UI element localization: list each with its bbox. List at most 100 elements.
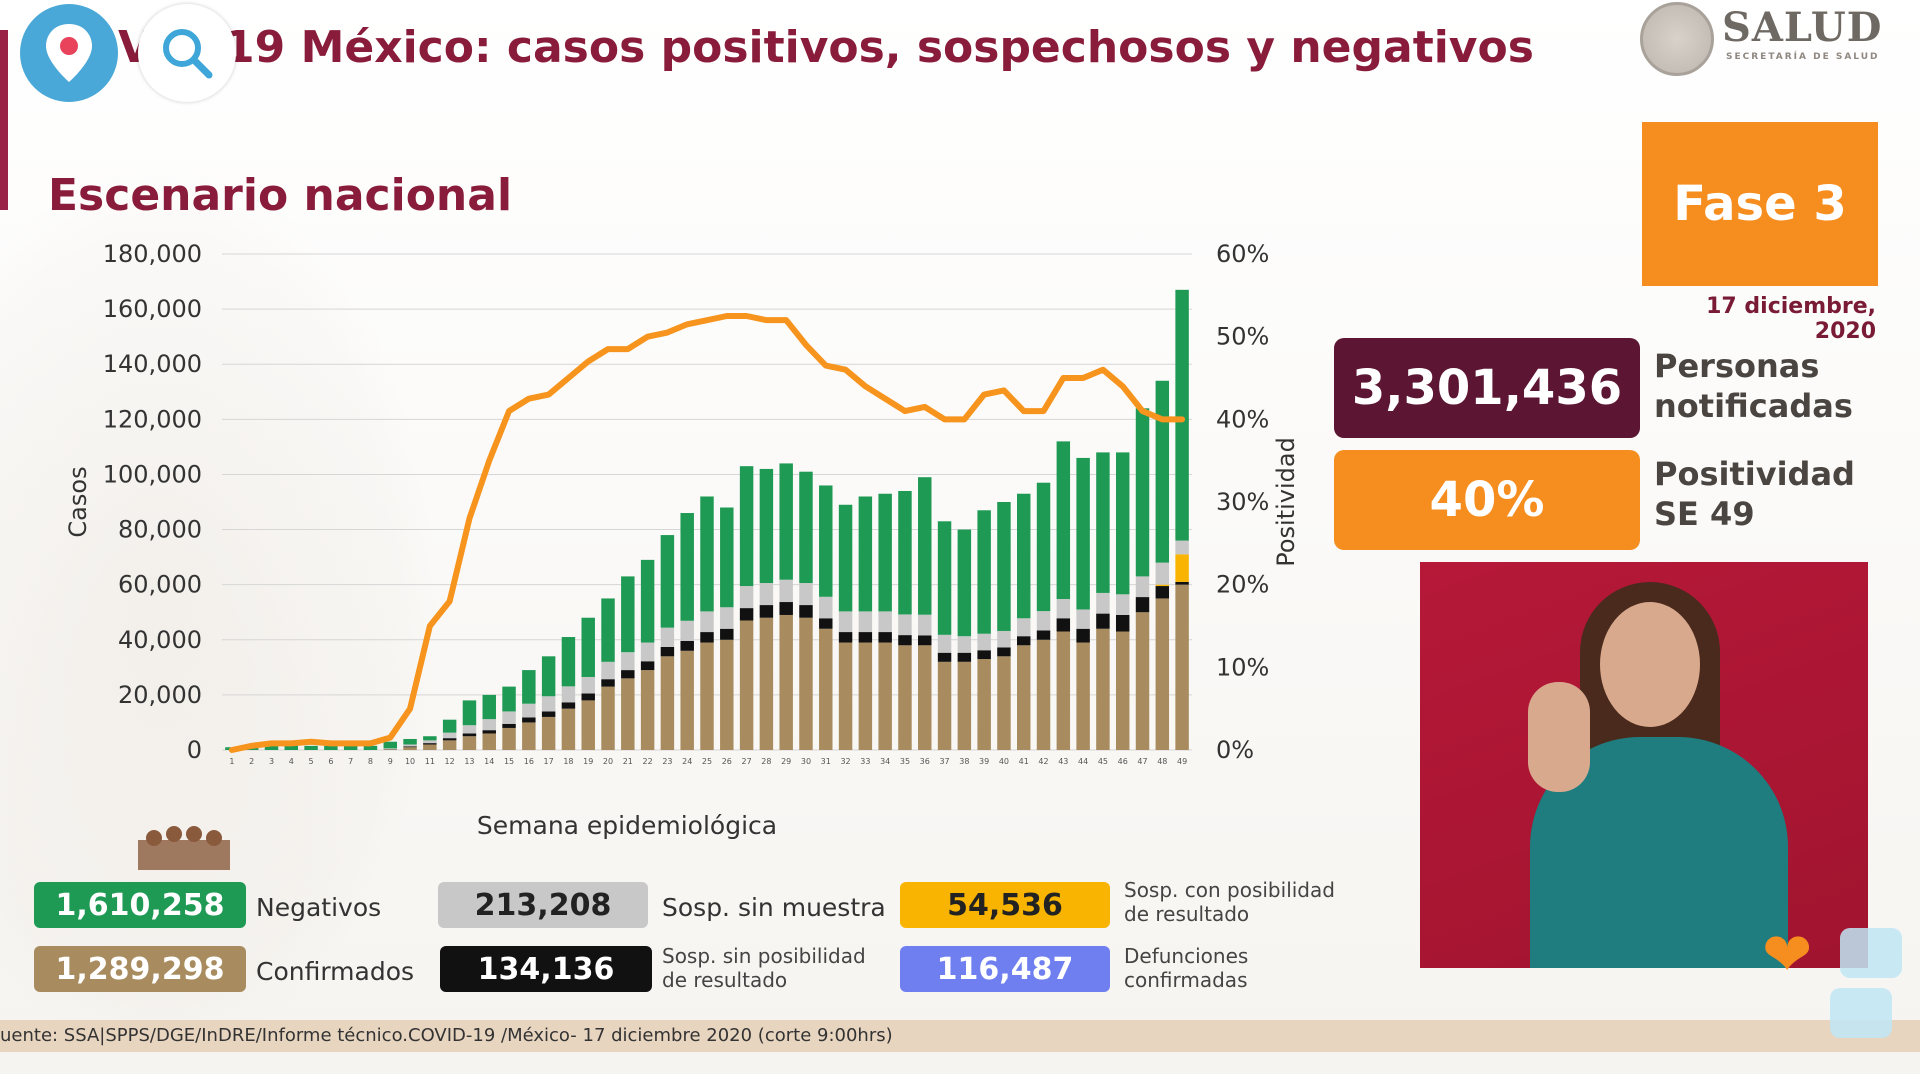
bar-segment	[561, 637, 576, 687]
x-tick-label: 15	[504, 757, 514, 766]
bar-segment	[601, 686, 615, 750]
bar-segment	[1175, 554, 1189, 582]
y-tick-label: 140,000	[103, 350, 202, 378]
bar-segment	[977, 650, 991, 660]
bar-segment	[957, 636, 972, 653]
x-axis-label: Semana epidemiológica	[477, 811, 777, 840]
heart-reaction-icon[interactable]: ❤	[1762, 920, 1813, 990]
bar-segment	[1017, 493, 1031, 619]
bar-segment	[502, 727, 516, 750]
bar-segment	[1096, 592, 1110, 614]
search-button[interactable]	[138, 4, 236, 102]
x-tick-label: 7	[348, 757, 353, 766]
y-tick-label: 160,000	[103, 295, 202, 323]
bar-segment	[581, 617, 595, 677]
camera-icon[interactable]	[1840, 928, 1902, 978]
y2-tick-label: 10%	[1216, 653, 1269, 681]
bar-segment	[581, 700, 595, 750]
location-pin-button[interactable]	[20, 4, 118, 102]
bar-segment	[522, 703, 536, 718]
bar-segment	[601, 598, 615, 662]
bar-segment	[878, 642, 892, 750]
sin-posibilidad-label: Sosp. sin posibilidad de resultado	[662, 944, 866, 992]
con-posibilidad-label-line2: de resultado	[1124, 902, 1250, 926]
notified-label-line1: Personas	[1654, 347, 1820, 385]
chart-subtitle: Escenario nacional	[48, 170, 513, 221]
bar-segment	[720, 607, 734, 629]
bar-segment	[1056, 631, 1071, 750]
x-tick-label: 46	[1118, 757, 1128, 766]
bar-segment	[957, 529, 972, 637]
bar-segment	[581, 676, 595, 694]
bar-segment	[759, 468, 774, 584]
bar-segment	[739, 620, 754, 750]
x-tick-label: 3	[269, 757, 274, 766]
x-tick-label: 1	[229, 757, 234, 766]
bar-segment	[898, 635, 912, 646]
x-tick-label: 23	[662, 757, 672, 766]
bar-segment	[819, 596, 833, 619]
salud-seal-icon	[1640, 2, 1714, 76]
bar-segment	[1135, 576, 1150, 598]
gobierno-de-mexico-logo	[138, 826, 230, 870]
bar-segment	[343, 745, 358, 750]
bar-segment	[1056, 618, 1071, 632]
slide-title: VID-19 México: casos positivos, sospecho…	[118, 22, 1534, 73]
chart-area: 0 20,000 40,000 60,000 80,000 100,000 120,000 1…	[64, 240, 1300, 840]
x-tick-label: 5	[309, 757, 314, 766]
bar-segment	[363, 745, 378, 750]
bar-segment	[304, 745, 318, 750]
bar-segment	[442, 719, 457, 733]
bar-segment	[918, 477, 932, 615]
bar-segment	[541, 711, 556, 717]
bar-segment	[997, 502, 1011, 631]
x-tick-label: 44	[1078, 757, 1088, 766]
bar-segment	[423, 736, 437, 741]
bar-segment	[858, 496, 873, 612]
bar-segment	[937, 661, 952, 750]
confirmados-value-box: 1,289,298	[34, 946, 246, 992]
y2-tick-label: 20%	[1216, 571, 1269, 599]
bar-segment	[403, 746, 417, 748]
bar-segment	[601, 661, 615, 680]
bar-segment	[264, 744, 279, 750]
bar-segment	[898, 645, 912, 750]
bar-segment	[383, 741, 397, 749]
bar-segment	[937, 652, 952, 662]
bar-segment	[482, 730, 496, 734]
bar-segment	[1155, 586, 1170, 599]
bar-segment	[1155, 380, 1170, 563]
bar-segment	[442, 738, 457, 741]
bar-segment	[660, 646, 675, 657]
y-tick-label: 40,000	[118, 626, 202, 654]
bar-segment	[561, 708, 576, 750]
y2-tick-label: 0%	[1216, 736, 1254, 764]
bar-segment	[838, 632, 853, 643]
bar-segment	[1036, 639, 1051, 750]
bar-segment	[522, 717, 536, 723]
x-tick-label: 12	[445, 757, 455, 766]
bar-segment	[403, 744, 417, 747]
bar-segment	[739, 586, 754, 609]
bar-segment	[878, 493, 892, 612]
bar-segment	[462, 736, 477, 750]
bar-segment	[1096, 452, 1110, 593]
x-tick-label: 9	[388, 757, 393, 766]
bar-segment	[442, 732, 457, 739]
bar-segment	[621, 576, 635, 653]
bar-segment	[1115, 452, 1130, 595]
bar-segment	[680, 650, 694, 750]
bar-segment	[1175, 581, 1189, 585]
y-tick-label: 180,000	[103, 240, 202, 268]
bar-segment	[838, 611, 853, 633]
x-tick-label: 35	[900, 757, 910, 766]
camera-icon-2[interactable]	[1830, 988, 1892, 1038]
x-tick-label: 14	[484, 757, 494, 766]
positivity-line	[228, 313, 1186, 753]
x-tick-label: 31	[821, 757, 831, 766]
y2-tick-label: 50%	[1216, 323, 1269, 351]
x-tick-label: 36	[920, 757, 930, 766]
bar-segment	[700, 632, 714, 643]
x-tick-label: 21	[623, 757, 633, 766]
sin-posibilidad-label-line2: de resultado	[662, 968, 788, 992]
